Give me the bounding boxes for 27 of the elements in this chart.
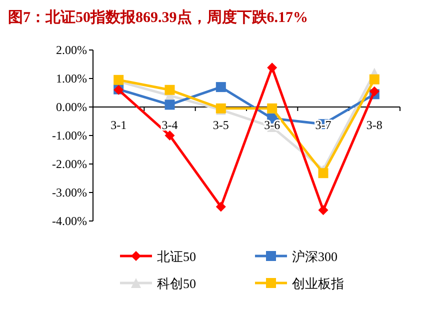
point <box>164 84 175 95</box>
y-tick-label: 1.00% <box>56 72 87 86</box>
y-tick-label: -3.00% <box>52 186 87 200</box>
y-tick-label: -4.00% <box>52 214 87 228</box>
chart-title: 图7：北证50指数报869.39点，周度下跌6.17% <box>8 8 308 26</box>
point <box>216 82 226 92</box>
legend-label: 创业板指 <box>292 276 344 291</box>
point <box>267 62 278 73</box>
x-tick-label: 3-4 <box>162 118 178 132</box>
point <box>318 205 328 216</box>
point <box>369 86 380 96</box>
y-tick-label: -1.00% <box>52 128 87 142</box>
y-tick-label: -2.00% <box>52 157 87 171</box>
legend-label: 沪深300 <box>292 249 338 264</box>
y-tick-label: 2.00% <box>56 43 87 57</box>
point <box>369 74 380 84</box>
legend-label: 科创50 <box>157 276 196 291</box>
legend-label: 北证50 <box>157 249 196 264</box>
point <box>318 168 328 178</box>
point <box>164 130 175 140</box>
x-tick-label: 3-8 <box>366 118 382 132</box>
point <box>164 100 175 110</box>
x-tick-label: 3-1 <box>110 118 127 132</box>
point <box>267 103 278 114</box>
x-tick-label: 3-5 <box>212 118 229 132</box>
point <box>216 202 226 212</box>
y-tick-label: 0.00% <box>56 100 87 114</box>
